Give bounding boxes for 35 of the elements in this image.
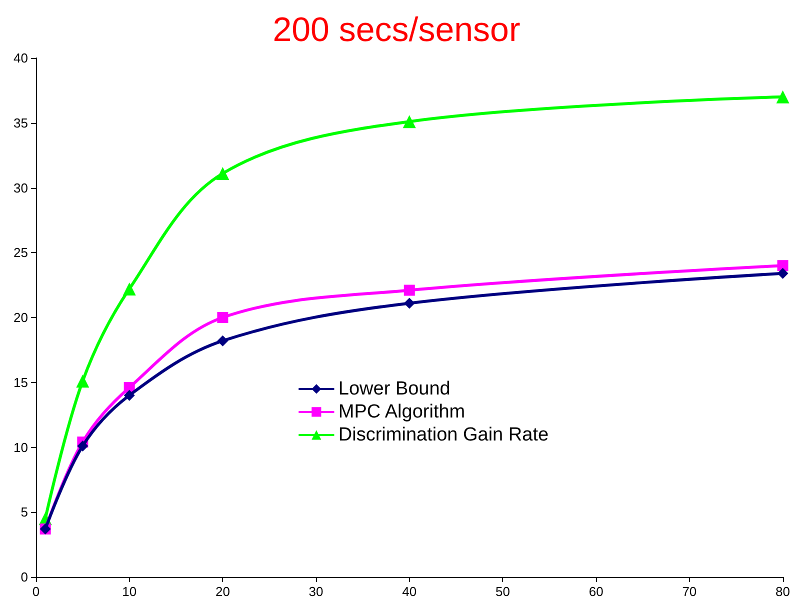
y-tick-label: 25 — [14, 245, 28, 260]
y-tick-label: 5 — [20, 504, 28, 520]
y-tick-label: 20 — [14, 310, 28, 325]
legend-label: MPC Algorithm — [338, 401, 466, 422]
x-tick-label: 0 — [32, 584, 40, 599]
x-tick-label: 10 — [122, 584, 137, 599]
point — [776, 90, 790, 104]
point — [404, 298, 415, 309]
legend-label: Lower Bound — [338, 378, 450, 400]
point — [124, 390, 135, 401]
x-tick-label: 70 — [682, 584, 697, 599]
point — [217, 335, 228, 346]
x-tick-label: 80 — [776, 584, 790, 599]
legend-label: Discrimination Gain Rate — [338, 424, 549, 446]
x-tick-label: 40 — [402, 584, 417, 599]
y-tick-label: 35 — [14, 115, 28, 130]
y-tick-label: 10 — [14, 440, 28, 455]
point — [777, 260, 788, 272]
x-tick-label: 20 — [215, 584, 230, 599]
point — [217, 312, 228, 323]
point — [122, 282, 136, 296]
y-tick-label: 30 — [14, 180, 28, 196]
y-tick-label: 40 — [14, 50, 28, 66]
x-tick-label: 60 — [588, 584, 604, 599]
y-tick-label: 15 — [14, 374, 28, 390]
x-tick-label: 30 — [308, 584, 324, 599]
point — [777, 268, 788, 279]
point — [402, 115, 416, 128]
x-tick-label: 50 — [495, 584, 510, 599]
point — [76, 374, 90, 388]
chart-title: 200 secs/sensor — [272, 11, 520, 49]
point — [216, 166, 230, 180]
point — [77, 440, 88, 452]
point — [404, 284, 415, 296]
y-tick-label: 0 — [20, 570, 28, 584]
